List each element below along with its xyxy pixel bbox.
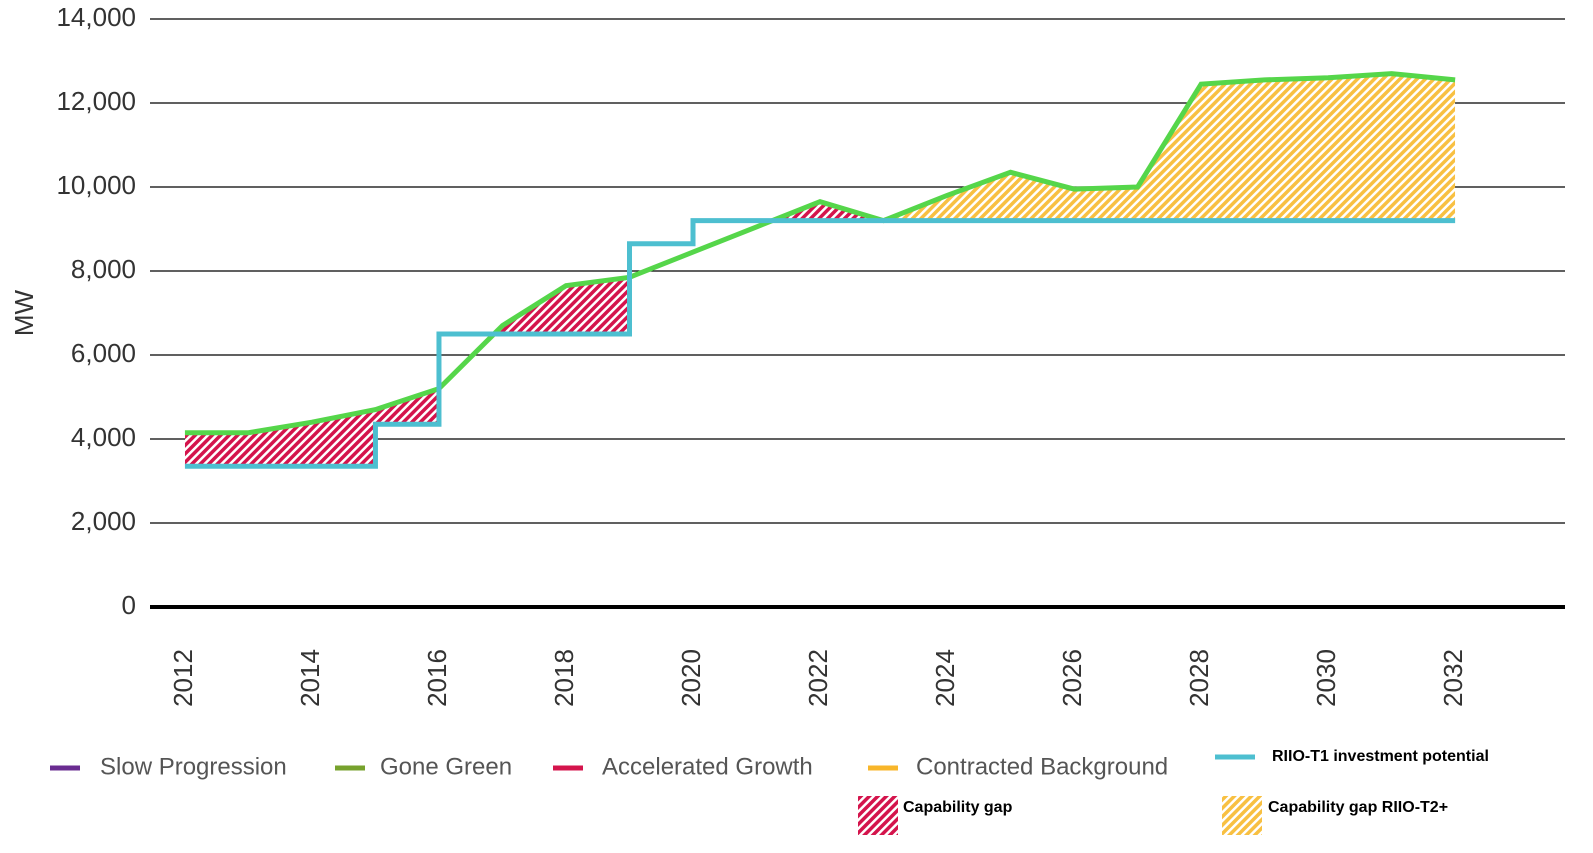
gap-area: [883, 73, 1456, 221]
y-tick-label: 6,000: [71, 338, 136, 368]
legend-label: Slow Progression: [100, 753, 287, 780]
y-axis-label: MW: [9, 289, 39, 336]
x-tick-label: 2020: [676, 649, 706, 707]
legend-label: Contracted Background: [916, 753, 1168, 780]
y-tick-label: 8,000: [71, 254, 136, 284]
y-tick-label: 2,000: [71, 506, 136, 536]
legend-label: RIIO-T1 investment potential: [1272, 748, 1489, 765]
x-tick-label: 2026: [1057, 649, 1087, 707]
x-tick-label: 2028: [1184, 649, 1214, 707]
series-line: [184, 218, 1456, 469]
y-tick-label: 10,000: [56, 170, 136, 200]
x-tick-label: 2032: [1438, 649, 1468, 707]
x-tick-label: 2030: [1311, 649, 1341, 707]
legend-swatch: [858, 796, 898, 835]
x-tick-label: 2016: [422, 649, 452, 707]
x-tick-label: 2018: [549, 649, 579, 707]
legend-label: Capability gap RIIO-T2+: [1268, 799, 1448, 816]
x-tick-label: 2024: [930, 649, 960, 707]
y-tick-label: 4,000: [71, 422, 136, 452]
x-tick-label: 2022: [803, 649, 833, 707]
y-tick-label: 0: [122, 590, 136, 620]
legend-label: Capability gap: [903, 799, 1013, 816]
y-tick-label: 12,000: [56, 86, 136, 116]
x-tick-label: 2012: [168, 649, 198, 707]
series-line: [184, 71, 1456, 436]
legend-swatch: [1222, 796, 1262, 835]
legend-label: Gone Green: [380, 753, 512, 780]
legend-label: Accelerated Growth: [602, 753, 813, 780]
y-tick-label: 14,000: [56, 2, 136, 32]
x-tick-label: 2014: [295, 649, 325, 707]
